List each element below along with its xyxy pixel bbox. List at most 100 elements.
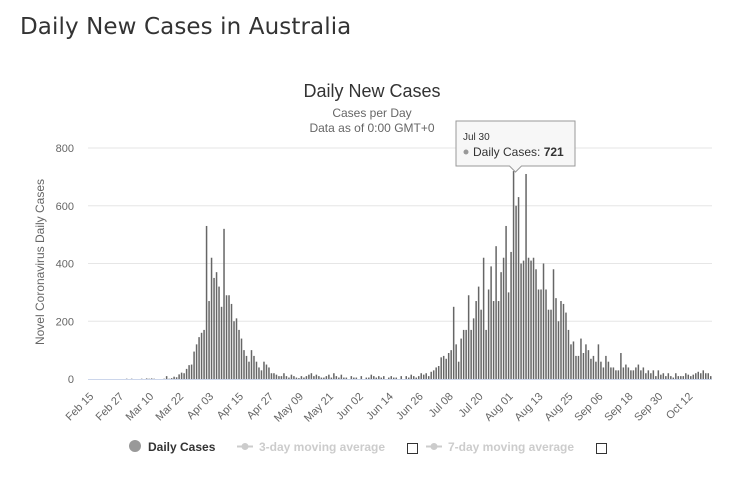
bar[interactable] xyxy=(437,366,440,379)
bar[interactable] xyxy=(325,376,328,379)
bar[interactable] xyxy=(233,321,235,379)
checkbox-7-day-average[interactable] xyxy=(596,443,607,454)
bar[interactable] xyxy=(280,376,283,379)
bar[interactable] xyxy=(213,277,215,379)
bar[interactable] xyxy=(487,289,490,379)
bar[interactable] xyxy=(530,260,532,379)
bar[interactable] xyxy=(670,376,672,379)
bar[interactable] xyxy=(682,376,685,379)
bar[interactable] xyxy=(265,364,268,379)
bar[interactable] xyxy=(602,367,605,379)
bar[interactable] xyxy=(620,353,622,379)
bar[interactable] xyxy=(378,376,380,379)
bar[interactable] xyxy=(665,376,667,379)
bar[interactable] xyxy=(692,374,695,379)
bar[interactable] xyxy=(328,374,330,379)
bar[interactable] xyxy=(532,257,535,379)
bar[interactable] xyxy=(462,329,465,379)
bar[interactable] xyxy=(505,225,507,379)
bar[interactable] xyxy=(552,269,555,379)
bar[interactable] xyxy=(235,318,238,379)
bar[interactable] xyxy=(305,376,308,379)
bar[interactable] xyxy=(442,355,445,379)
bar[interactable] xyxy=(457,361,460,379)
bar[interactable] xyxy=(525,173,527,379)
bar[interactable] xyxy=(145,378,148,379)
bar[interactable] xyxy=(333,373,335,379)
bar[interactable] xyxy=(353,377,355,379)
bar[interactable] xyxy=(465,329,467,379)
bar[interactable] xyxy=(597,344,600,379)
bar[interactable] xyxy=(295,377,298,379)
bar[interactable] xyxy=(497,301,500,379)
bar[interactable] xyxy=(278,376,280,379)
bar[interactable] xyxy=(647,370,650,379)
bar[interactable] xyxy=(667,373,670,379)
bar[interactable] xyxy=(210,257,213,379)
bar[interactable] xyxy=(335,376,338,379)
bar[interactable] xyxy=(687,374,690,379)
bar[interactable] xyxy=(303,377,305,379)
bar[interactable] xyxy=(283,373,285,379)
bar[interactable] xyxy=(205,225,208,379)
bar[interactable] xyxy=(507,292,510,380)
bar[interactable] xyxy=(230,303,233,379)
bar[interactable] xyxy=(477,286,480,379)
bar[interactable] xyxy=(208,301,210,379)
bar[interactable] xyxy=(405,376,407,379)
bar[interactable] xyxy=(702,370,705,379)
bar[interactable] xyxy=(615,370,617,379)
bar[interactable] xyxy=(225,295,228,379)
bar[interactable] xyxy=(475,301,477,379)
legend-label-daily-cases[interactable]: Daily Cases xyxy=(148,440,216,454)
bar[interactable] xyxy=(215,272,218,379)
bar[interactable] xyxy=(677,376,680,379)
bar[interactable] xyxy=(640,370,642,379)
bar[interactable] xyxy=(610,367,612,379)
bar[interactable] xyxy=(393,377,395,379)
bar[interactable] xyxy=(288,377,290,379)
bar[interactable] xyxy=(485,329,487,379)
bar[interactable] xyxy=(567,329,570,379)
bar[interactable] xyxy=(188,365,190,379)
bar[interactable] xyxy=(470,329,472,379)
bar[interactable] xyxy=(662,373,665,379)
bar[interactable] xyxy=(535,269,537,379)
bar[interactable] xyxy=(375,377,378,379)
bar[interactable] xyxy=(557,321,560,379)
bar[interactable] xyxy=(407,377,410,379)
bar[interactable] xyxy=(502,257,505,379)
bar[interactable] xyxy=(580,338,582,379)
bar[interactable] xyxy=(517,197,520,379)
bar[interactable] xyxy=(308,374,310,379)
bar[interactable] xyxy=(243,350,245,380)
bar[interactable] xyxy=(203,329,205,379)
bar[interactable] xyxy=(617,370,620,379)
bar[interactable] xyxy=(672,377,675,379)
bar[interactable] xyxy=(695,373,697,379)
bar[interactable] xyxy=(490,266,492,379)
bar[interactable] xyxy=(320,377,323,379)
bar[interactable] xyxy=(313,376,315,379)
bar[interactable] xyxy=(198,337,200,379)
bar[interactable] xyxy=(293,376,295,379)
bar[interactable] xyxy=(635,367,637,379)
bar[interactable] xyxy=(627,367,630,379)
bar[interactable] xyxy=(650,373,652,379)
bar[interactable] xyxy=(690,376,692,379)
bar[interactable] xyxy=(637,364,640,379)
bar[interactable] xyxy=(482,257,485,379)
bar[interactable] xyxy=(520,263,522,380)
bar[interactable] xyxy=(575,355,577,379)
bar[interactable] xyxy=(270,373,273,379)
bar[interactable] xyxy=(450,350,452,380)
bar[interactable] xyxy=(263,361,265,379)
bar[interactable] xyxy=(587,350,590,380)
bar[interactable] xyxy=(368,377,370,379)
bar[interactable] xyxy=(540,289,542,379)
bar[interactable] xyxy=(480,309,482,379)
bar[interactable] xyxy=(315,374,318,379)
bar[interactable] xyxy=(345,377,348,379)
bar[interactable] xyxy=(285,376,288,379)
bar[interactable] xyxy=(180,372,183,379)
